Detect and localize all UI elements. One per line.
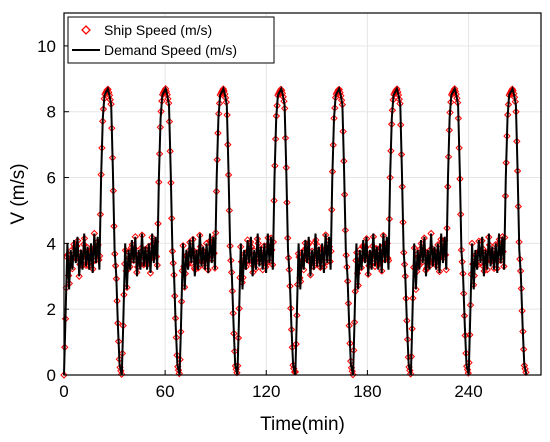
- ship-speed-marker: [371, 262, 379, 271]
- x-tick-label: 240: [454, 382, 482, 401]
- x-tick-label: 120: [252, 382, 280, 401]
- demand-speed-line: [63, 85, 528, 376]
- x-axis-ticks: 0 60 120 180 240: [59, 370, 483, 401]
- ship-speed-marker: [233, 369, 241, 377]
- legend-label-ship: Ship Speed (m/s): [104, 22, 212, 38]
- legend-box: [67, 16, 275, 64]
- x-tick-label: 60: [156, 382, 175, 401]
- y-tick-label: 2: [47, 300, 56, 319]
- ship-speed-marker: [75, 272, 83, 280]
- x-tick-label: 180: [353, 382, 381, 401]
- plot-frame: [63, 12, 542, 376]
- ship-speed-marker: [435, 267, 444, 276]
- y-tick-label: 4: [47, 234, 56, 253]
- y-tick-label: 0: [47, 366, 56, 385]
- y-tick-label: 10: [37, 37, 56, 56]
- y-tick-label: 6: [47, 169, 56, 188]
- ship-speed-marker: [306, 271, 315, 279]
- x-tick-label: 0: [59, 382, 68, 401]
- ship-speed-marker: [60, 371, 68, 379]
- ship-speed-marker: [464, 369, 472, 377]
- legend-label-demand: Demand Speed (m/s): [104, 42, 237, 58]
- y-axis-ticks: 0 2 4 6 8 10: [37, 37, 69, 385]
- ship-speed-marker: [146, 269, 155, 277]
- ship-speed-marker: [175, 369, 183, 378]
- ship-speed-marker: [378, 267, 386, 275]
- demand-speed-series: [63, 85, 528, 376]
- legend-diamond-icon: [81, 25, 91, 35]
- ship-speed-marker: [117, 370, 126, 378]
- x-axis-label: Time(min): [260, 414, 345, 435]
- ship-speed-marker: [406, 370, 415, 378]
- ship-speed-marker: [211, 264, 219, 272]
- ship-speed-marker: [334, 85, 343, 94]
- ship-speed-marker: [349, 370, 357, 379]
- y-axis-label: V (m/s): [8, 163, 29, 224]
- ship-speed-marker: [364, 270, 372, 279]
- ship-speed-marker: [442, 265, 450, 274]
- legend-marker-ship: [81, 25, 91, 35]
- y-tick-label: 8: [47, 103, 56, 122]
- legend: Ship Speed (m/s) Demand Speed (m/s): [67, 16, 275, 64]
